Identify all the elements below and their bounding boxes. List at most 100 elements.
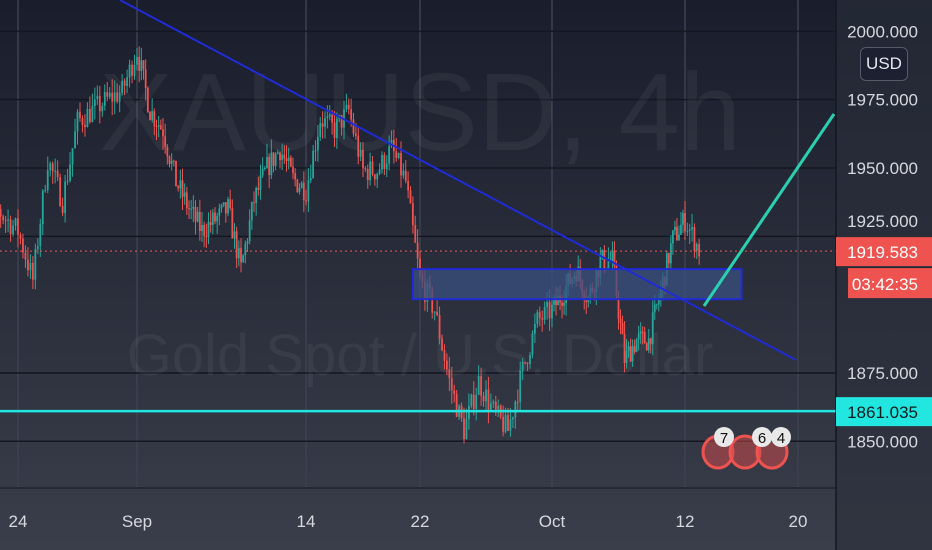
candle-body <box>514 401 517 418</box>
candle-body <box>91 105 94 123</box>
candle-body <box>497 405 500 410</box>
candle-body <box>194 206 197 222</box>
candle-body <box>246 241 249 244</box>
candle-body <box>240 247 242 263</box>
candle-body <box>431 289 434 313</box>
time-tick-label: 20 <box>789 512 808 531</box>
candle-body <box>244 243 247 256</box>
candle-body <box>79 111 81 119</box>
time-tick-label: 12 <box>676 512 695 531</box>
candle-body <box>485 389 487 402</box>
time-tick-label: 14 <box>297 512 316 531</box>
candle-body <box>621 323 624 335</box>
candle-body <box>183 192 186 197</box>
candle-body <box>61 206 64 214</box>
event-badge[interactable] <box>752 427 772 447</box>
candle-body <box>487 389 490 410</box>
candle-body <box>693 227 696 252</box>
candle-body <box>319 123 322 137</box>
candle-body <box>548 302 551 319</box>
candle-body <box>266 156 268 169</box>
candle-body <box>477 376 480 395</box>
candle-body <box>71 148 74 165</box>
projection-line[interactable] <box>702 113 836 307</box>
candle-body <box>649 338 652 345</box>
price-tick-label: 1875.000 <box>847 364 918 383</box>
candle-body <box>371 161 374 175</box>
candle-body <box>411 203 414 226</box>
candle-body <box>54 170 57 172</box>
candle-body <box>159 125 162 130</box>
candle-body <box>507 414 509 431</box>
candle-body <box>220 205 223 209</box>
candle-body <box>414 225 417 243</box>
time-tick-label: 24 <box>9 512 28 531</box>
candle-body <box>106 91 109 97</box>
candles <box>0 46 701 444</box>
event-badge[interactable] <box>714 427 734 447</box>
candle-body <box>453 390 456 394</box>
event-badge[interactable] <box>771 427 791 447</box>
candle-body <box>164 136 167 147</box>
candle-body <box>524 361 527 363</box>
candle-body <box>376 173 379 180</box>
candle-body <box>316 136 319 151</box>
candle-body <box>242 255 245 263</box>
candle-body <box>599 256 602 278</box>
candle-body <box>86 108 89 128</box>
candle-body <box>103 91 106 106</box>
candle-body <box>162 129 164 137</box>
watermark-description: Gold Spot / U.S. Dollar <box>127 323 714 388</box>
currency-button[interactable]: USD <box>860 47 908 81</box>
candle-body <box>108 92 111 97</box>
candle-body <box>172 160 175 162</box>
candle-body <box>470 394 473 406</box>
candle-body <box>388 146 391 164</box>
candle-body <box>153 111 156 126</box>
candle-body <box>695 244 698 252</box>
candle-body <box>263 168 266 170</box>
candle-body <box>627 346 630 351</box>
candle-body <box>190 208 193 210</box>
candle-body <box>201 225 203 232</box>
candle-body <box>603 250 606 270</box>
candle-body <box>546 302 549 307</box>
candle-body <box>51 163 54 172</box>
trendline[interactable] <box>119 0 797 361</box>
candle-body <box>397 153 400 158</box>
candle-body <box>98 95 101 112</box>
candle-body <box>283 154 286 159</box>
candle-body <box>331 114 334 123</box>
candle-body <box>261 168 264 176</box>
candle-body <box>509 419 512 431</box>
candle-body <box>27 259 29 271</box>
candle-body <box>623 334 626 364</box>
candle-body <box>536 312 539 324</box>
candle-body <box>682 213 684 225</box>
candle-body <box>494 401 497 410</box>
candle-body <box>633 346 636 352</box>
candle-body <box>209 222 212 225</box>
candle-body <box>203 225 206 237</box>
candle-body <box>698 244 701 257</box>
last-price-badge <box>836 237 932 267</box>
candle-body <box>270 152 273 176</box>
candle-body <box>521 361 524 371</box>
candle-body <box>2 216 5 220</box>
candle-body <box>463 418 465 440</box>
candle-body <box>12 225 14 235</box>
candle-body <box>511 417 514 420</box>
candle-body <box>655 304 658 306</box>
last-price-label: 1919.583 <box>847 243 918 262</box>
candle-body <box>676 226 678 240</box>
candle-body <box>229 199 232 209</box>
candle-body <box>637 333 640 340</box>
candle-body <box>369 161 372 181</box>
candle-body <box>438 315 441 339</box>
supply-demand-zone[interactable] <box>412 268 743 301</box>
candle-body <box>335 118 338 139</box>
price-tick-label: 1950.000 <box>847 159 918 178</box>
candle-body <box>492 401 495 404</box>
candle-body <box>296 179 299 192</box>
